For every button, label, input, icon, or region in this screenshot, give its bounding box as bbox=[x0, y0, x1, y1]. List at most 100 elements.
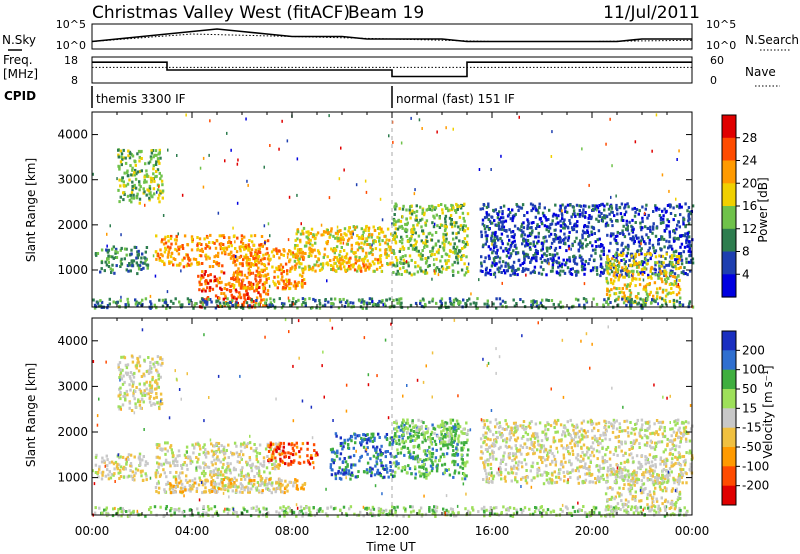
velocity-cell bbox=[336, 449, 339, 453]
power-cell bbox=[330, 227, 333, 231]
power-cell bbox=[677, 252, 681, 256]
power-cell bbox=[374, 247, 378, 251]
power-cell bbox=[395, 235, 398, 239]
power-cell bbox=[618, 232, 622, 235]
power-cell bbox=[224, 296, 227, 300]
power-cell bbox=[414, 265, 417, 269]
power-cell bbox=[529, 271, 532, 275]
power-cell bbox=[671, 270, 674, 274]
power-cell bbox=[434, 267, 438, 271]
velocity-cell bbox=[97, 470, 100, 474]
power-cell bbox=[227, 282, 230, 286]
power-cell bbox=[158, 193, 161, 197]
power-cell bbox=[229, 284, 232, 288]
velocity-cell bbox=[198, 476, 201, 480]
power-cell bbox=[499, 220, 503, 224]
velocity-cell bbox=[284, 479, 287, 483]
power-cell bbox=[145, 257, 148, 261]
power-cell bbox=[614, 239, 618, 242]
power-cell bbox=[222, 243, 225, 246]
power-speck bbox=[401, 215, 403, 218]
velocity-cell bbox=[347, 472, 350, 476]
power-speck bbox=[568, 247, 570, 251]
velocity-cell bbox=[434, 456, 438, 460]
power-cell bbox=[233, 259, 236, 263]
velocity-cell bbox=[112, 473, 115, 477]
velocity-cell bbox=[330, 473, 334, 477]
power-cell bbox=[499, 216, 503, 220]
power-cell bbox=[559, 229, 562, 233]
power-cell bbox=[583, 272, 586, 276]
power-cell bbox=[231, 298, 234, 302]
power-cell bbox=[463, 202, 466, 206]
power-cell bbox=[197, 274, 200, 278]
velocity-cell bbox=[223, 486, 226, 490]
cpid-segment-1: normal (fast) 151 IF bbox=[396, 92, 515, 106]
velocity-cell bbox=[374, 448, 377, 452]
power-cell bbox=[254, 301, 258, 305]
velocity-cell bbox=[241, 466, 244, 470]
power-speck bbox=[296, 193, 298, 197]
power-cell bbox=[209, 233, 212, 237]
power-cell bbox=[520, 233, 524, 237]
power-cell bbox=[637, 212, 640, 216]
velocity-cell bbox=[314, 453, 317, 457]
velocity-cell bbox=[210, 442, 213, 446]
power-cell bbox=[228, 306, 232, 310]
velocity-cell bbox=[254, 449, 257, 453]
power-cell bbox=[649, 225, 652, 229]
power-cell bbox=[433, 271, 437, 275]
power-cell bbox=[665, 239, 668, 243]
power-cell bbox=[262, 274, 266, 278]
power-cell bbox=[424, 221, 427, 225]
power-cell bbox=[277, 280, 280, 284]
power-cell bbox=[125, 253, 128, 257]
velocity-cell bbox=[294, 478, 297, 482]
power-cell bbox=[616, 212, 619, 216]
velocity-cell bbox=[161, 361, 164, 365]
power-cell bbox=[401, 245, 404, 249]
power-cell bbox=[655, 208, 658, 212]
velocity-cell bbox=[142, 478, 145, 482]
power-cell bbox=[462, 216, 465, 220]
power-cell bbox=[96, 252, 100, 255]
power-cell bbox=[237, 304, 240, 307]
power-cell bbox=[595, 266, 599, 270]
power-cell bbox=[598, 237, 601, 241]
power-cell bbox=[426, 239, 429, 243]
power-cell bbox=[326, 228, 329, 232]
power-cell bbox=[633, 214, 637, 218]
power-cell bbox=[318, 299, 321, 302]
power-cell bbox=[254, 263, 257, 267]
power-cell bbox=[688, 302, 691, 306]
power-cell bbox=[314, 298, 317, 302]
velocity-cell bbox=[340, 471, 343, 475]
velocity-cell bbox=[277, 443, 280, 447]
power-cell bbox=[491, 221, 494, 225]
velocity-cell bbox=[409, 432, 412, 436]
power-cell bbox=[331, 302, 334, 305]
power-cell bbox=[626, 269, 629, 273]
power-cell bbox=[389, 245, 392, 249]
power-cell bbox=[553, 228, 556, 232]
power-cell bbox=[531, 270, 535, 274]
velocity-cell bbox=[186, 467, 189, 471]
power-cell bbox=[356, 248, 360, 252]
power-cell bbox=[536, 223, 539, 227]
velocity-cell bbox=[151, 375, 154, 379]
power-cell bbox=[257, 291, 260, 295]
power-cell bbox=[628, 258, 631, 262]
velocity-cell bbox=[138, 382, 141, 386]
velocity-cell bbox=[124, 363, 128, 367]
power-cell bbox=[445, 237, 448, 241]
velocity-cell bbox=[300, 486, 303, 490]
power-speck bbox=[661, 173, 664, 177]
power-cell bbox=[654, 261, 657, 265]
power-cell bbox=[631, 218, 634, 222]
velocity-cell bbox=[266, 455, 269, 458]
power-cell bbox=[277, 249, 281, 253]
power-cell bbox=[660, 277, 663, 281]
power-cell bbox=[333, 247, 337, 251]
power-cell bbox=[608, 272, 611, 276]
power-cell bbox=[691, 204, 695, 208]
